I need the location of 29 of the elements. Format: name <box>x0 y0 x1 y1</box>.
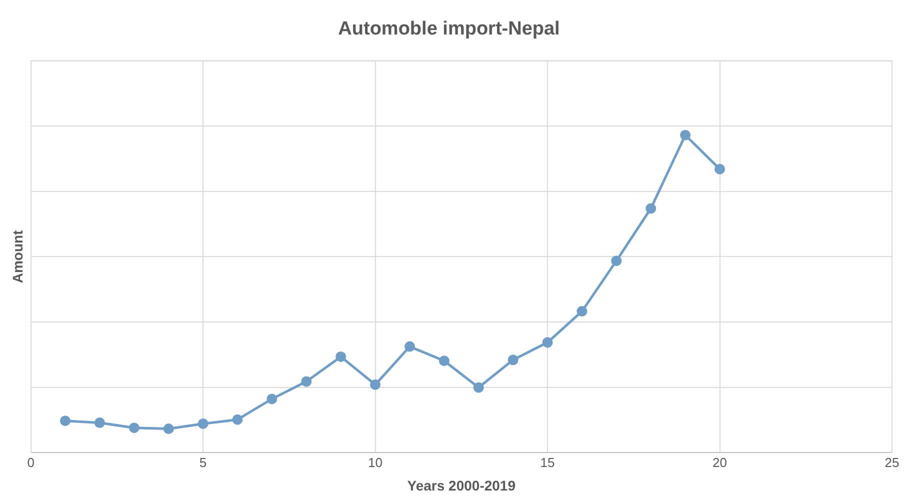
point <box>438 356 450 366</box>
point <box>301 376 312 387</box>
point <box>232 414 243 425</box>
x-tick-label: 25 <box>884 454 900 470</box>
point <box>473 382 484 393</box>
point <box>404 341 415 352</box>
point <box>94 418 105 428</box>
point <box>714 164 726 174</box>
point <box>542 337 553 348</box>
x-tick-label: 0 <box>27 454 34 470</box>
point <box>508 354 518 366</box>
chart-title: Automoble import-Nepal <box>338 18 560 40</box>
point <box>163 424 174 434</box>
point <box>128 422 140 434</box>
x-tick-label: 15 <box>540 454 555 470</box>
point <box>266 394 278 404</box>
point <box>680 130 691 140</box>
point <box>646 203 656 214</box>
y-axis-title: Amount <box>9 230 26 284</box>
x-axis-title: Years 2000-2019 <box>407 477 516 494</box>
point <box>611 256 622 266</box>
point <box>576 306 588 317</box>
x-tick-label: 20 <box>712 454 727 470</box>
point <box>370 379 381 390</box>
point <box>60 416 70 426</box>
point <box>336 351 346 362</box>
x-tick-label: 10 <box>368 454 383 470</box>
x-tick-label: 5 <box>199 454 207 470</box>
point <box>198 418 208 429</box>
